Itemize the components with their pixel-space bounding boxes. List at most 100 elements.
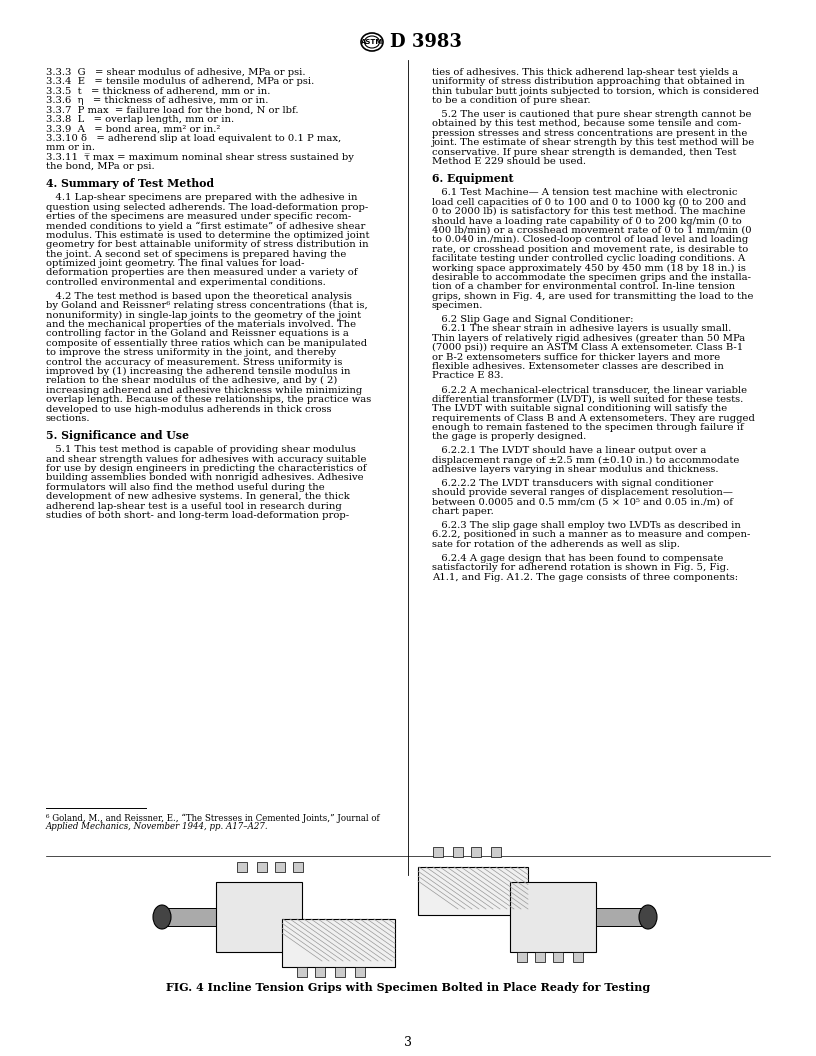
Text: ⁶ Goland, M., and Reissner, E., “The Stresses in Cemented Joints,” Journal of: ⁶ Goland, M., and Reissner, E., “The Str… bbox=[46, 814, 379, 824]
Text: 4.1 Lap-shear specimens are prepared with the adhesive in: 4.1 Lap-shear specimens are prepared wit… bbox=[46, 193, 357, 202]
Bar bbox=[510, 882, 596, 953]
Bar bbox=[355, 967, 365, 977]
Text: composite of essentially three ratios which can be manipulated: composite of essentially three ratios wh… bbox=[46, 339, 367, 347]
Text: the gage is properly designed.: the gage is properly designed. bbox=[432, 432, 586, 441]
Text: improved by (1) increasing the adherend tensile modulus in: improved by (1) increasing the adherend … bbox=[46, 366, 351, 376]
Text: Practice E 83.: Practice E 83. bbox=[432, 372, 503, 380]
Text: nonuniformity) in single-lap joints to the geometry of the joint: nonuniformity) in single-lap joints to t… bbox=[46, 310, 361, 320]
Text: satisfactorily for adherend rotation is shown in Fig. 5, Fig.: satisfactorily for adherend rotation is … bbox=[432, 563, 730, 572]
Bar bbox=[491, 847, 501, 857]
Text: geometry for best attainable uniformity of stress distribution in: geometry for best attainable uniformity … bbox=[46, 240, 369, 249]
Text: load cell capacities of 0 to 100 and 0 to 1000 kg (0 to 200 and: load cell capacities of 0 to 100 and 0 t… bbox=[432, 197, 747, 207]
Text: modulus. This estimate is used to determine the optimized joint: modulus. This estimate is used to determ… bbox=[46, 231, 370, 240]
Text: chart paper.: chart paper. bbox=[432, 507, 494, 516]
Text: uniformity of stress distribution approaching that obtained in: uniformity of stress distribution approa… bbox=[432, 77, 745, 87]
Text: enough to remain fastened to the specimen through failure if: enough to remain fastened to the specime… bbox=[432, 422, 743, 432]
Text: ASTM: ASTM bbox=[361, 39, 384, 45]
Text: 3.3.7  P max  = failure load for the bond, N or lbf.: 3.3.7 P max = failure load for the bond,… bbox=[46, 106, 299, 115]
Text: specimen.: specimen. bbox=[432, 301, 483, 310]
Text: sate for rotation of the adherends as well as slip.: sate for rotation of the adherends as we… bbox=[432, 540, 680, 549]
Text: Applied Mechanics, November 1944, pp. A17–A27.: Applied Mechanics, November 1944, pp. A1… bbox=[46, 822, 268, 831]
Text: 3.3.4  E   = tensile modulus of adherend, MPa or psi.: 3.3.4 E = tensile modulus of adherend, M… bbox=[46, 77, 314, 87]
Text: development of new adhesive systems. In general, the thick: development of new adhesive systems. In … bbox=[46, 492, 350, 502]
Text: 4.2 The test method is based upon the theoretical analysis: 4.2 The test method is based upon the th… bbox=[46, 291, 352, 301]
Text: 6. Equipment: 6. Equipment bbox=[432, 173, 513, 184]
Text: 3.3.10 δ   = adherend slip at load equivalent to 0.1 P max,: 3.3.10 δ = adherend slip at load equival… bbox=[46, 134, 341, 143]
Text: 6.2.4 A gage design that has been found to compensate: 6.2.4 A gage design that has been found … bbox=[432, 553, 723, 563]
Text: erties of the specimens are measured under specific recom-: erties of the specimens are measured und… bbox=[46, 212, 351, 221]
Text: 3: 3 bbox=[404, 1036, 412, 1049]
Bar bbox=[453, 847, 463, 857]
Text: formulators will also find the method useful during the: formulators will also find the method us… bbox=[46, 483, 325, 492]
Bar bbox=[216, 882, 302, 953]
Text: should have a loading rate capability of 0 to 200 kg/min (0 to: should have a loading rate capability of… bbox=[432, 216, 742, 226]
Text: differential transformer (LVDT), is well suited for these tests.: differential transformer (LVDT), is well… bbox=[432, 395, 743, 403]
Text: overlap length. Because of these relationships, the practice was: overlap length. Because of these relatio… bbox=[46, 395, 371, 404]
Text: the joint. A second set of specimens is prepared having the: the joint. A second set of specimens is … bbox=[46, 249, 346, 259]
Text: 3.3.6  η   = thickness of adhesive, mm or in.: 3.3.6 η = thickness of adhesive, mm or i… bbox=[46, 96, 268, 106]
Text: building assemblies bonded with nonrigid adhesives. Adhesive: building assemblies bonded with nonrigid… bbox=[46, 473, 364, 483]
Text: by Goland and Reissner⁶ relating stress concentrations (that is,: by Goland and Reissner⁶ relating stress … bbox=[46, 301, 368, 310]
Text: control the accuracy of measurement. Stress uniformity is: control the accuracy of measurement. Str… bbox=[46, 358, 343, 366]
Text: 6.2.1 The shear strain in adhesive layers is usually small.: 6.2.1 The shear strain in adhesive layer… bbox=[432, 324, 731, 334]
Text: mended conditions to yield a “first estimate” of adhesive shear: mended conditions to yield a “first esti… bbox=[46, 222, 366, 231]
Text: adhesive layers varying in shear modulus and thickness.: adhesive layers varying in shear modulus… bbox=[432, 465, 719, 474]
Text: grips, shown in Fig. 4, are used for transmitting the load to the: grips, shown in Fig. 4, are used for tra… bbox=[432, 291, 753, 301]
Text: 6.2.3 The slip gage shall employ two LVDTs as described in: 6.2.3 The slip gage shall employ two LVD… bbox=[432, 521, 741, 530]
Text: relation to the shear modulus of the adhesive, and by ( 2): relation to the shear modulus of the adh… bbox=[46, 376, 337, 385]
Bar bbox=[162, 908, 216, 926]
Text: thin tubular butt joints subjected to torsion, which is considered: thin tubular butt joints subjected to to… bbox=[432, 87, 759, 96]
Text: FIG. 4 Incline Tension Grips with Specimen Bolted in Place Ready for Testing: FIG. 4 Incline Tension Grips with Specim… bbox=[166, 982, 650, 993]
Text: 6.2.2 A mechanical-electrical transducer, the linear variable: 6.2.2 A mechanical-electrical transducer… bbox=[432, 385, 747, 394]
Text: to be a condition of pure shear.: to be a condition of pure shear. bbox=[432, 96, 591, 106]
Text: should provide several ranges of displacement resolution—: should provide several ranges of displac… bbox=[432, 488, 733, 497]
Bar bbox=[553, 953, 563, 962]
Text: 3.3.5  t   = thickness of adherend, mm or in.: 3.3.5 t = thickness of adherend, mm or i… bbox=[46, 87, 270, 96]
Text: desirable to accommodate the specimen grips and the installa-: desirable to accommodate the specimen gr… bbox=[432, 272, 751, 282]
Text: between 0.0005 and 0.5 mm/cm (5 × 10⁵ and 0.05 in./m) of: between 0.0005 and 0.5 mm/cm (5 × 10⁵ an… bbox=[432, 497, 733, 507]
Bar bbox=[293, 862, 303, 872]
Text: displacement range of ±2.5 mm (±0.10 in.) to accommodate: displacement range of ±2.5 mm (±0.10 in.… bbox=[432, 455, 739, 465]
Text: flexible adhesives. Extensometer classes are described in: flexible adhesives. Extensometer classes… bbox=[432, 362, 724, 371]
Text: ties of adhesives. This thick adherend lap-shear test yields a: ties of adhesives. This thick adherend l… bbox=[432, 68, 738, 77]
Text: for use by design engineers in predicting the characteristics of: for use by design engineers in predictin… bbox=[46, 464, 366, 473]
Text: 3.3.11  τ̅ max = maximum nominal shear stress sustained by: 3.3.11 τ̅ max = maximum nominal shear st… bbox=[46, 153, 354, 162]
Bar bbox=[335, 967, 345, 977]
Bar bbox=[282, 919, 395, 967]
Text: The LVDT with suitable signal conditioning will satisfy the: The LVDT with suitable signal conditioni… bbox=[432, 404, 727, 413]
Text: 3.3.9  A   = bond area, mm² or in.²: 3.3.9 A = bond area, mm² or in.² bbox=[46, 125, 220, 133]
Bar bbox=[573, 953, 583, 962]
Text: to improve the stress uniformity in the joint, and thereby: to improve the stress uniformity in the … bbox=[46, 348, 336, 357]
Bar bbox=[237, 862, 247, 872]
Text: 6.2 Slip Gage and Signal Conditioner:: 6.2 Slip Gage and Signal Conditioner: bbox=[432, 315, 633, 324]
Text: conservative. If pure shear strength is demanded, then Test: conservative. If pure shear strength is … bbox=[432, 148, 736, 156]
Text: 5.2 The user is cautioned that pure shear strength cannot be: 5.2 The user is cautioned that pure shea… bbox=[432, 110, 752, 119]
Bar bbox=[517, 953, 527, 962]
Bar bbox=[275, 862, 285, 872]
Text: controlling factor in the Goland and Reissner equations is a: controlling factor in the Goland and Rei… bbox=[46, 329, 349, 338]
Bar bbox=[433, 847, 443, 857]
Text: 6.2.2.1 The LVDT should have a linear output over a: 6.2.2.1 The LVDT should have a linear ou… bbox=[432, 447, 707, 455]
Ellipse shape bbox=[153, 905, 171, 929]
Text: to 0.040 in./min). Closed-loop control of load level and loading: to 0.040 in./min). Closed-loop control o… bbox=[432, 235, 748, 244]
Text: D 3983: D 3983 bbox=[390, 33, 462, 51]
Text: sections.: sections. bbox=[46, 414, 91, 422]
Text: 0 to 2000 lb) is satisfactory for this test method. The machine: 0 to 2000 lb) is satisfactory for this t… bbox=[432, 207, 746, 216]
Text: pression stresses and stress concentrations are present in the: pression stresses and stress concentrati… bbox=[432, 129, 747, 138]
Text: working space approximately 450 by 450 mm (18 by 18 in.) is: working space approximately 450 by 450 m… bbox=[432, 264, 746, 272]
Text: 6.2.2, positioned in such a manner as to measure and compen-: 6.2.2, positioned in such a manner as to… bbox=[432, 530, 751, 540]
Text: 5.1 This test method is capable of providing shear modulus: 5.1 This test method is capable of provi… bbox=[46, 446, 356, 454]
Ellipse shape bbox=[639, 905, 657, 929]
Text: or B-2 extensometers suffice for thicker layers and more: or B-2 extensometers suffice for thicker… bbox=[432, 353, 721, 361]
Text: 4. Summary of Test Method: 4. Summary of Test Method bbox=[46, 177, 214, 189]
Bar bbox=[282, 919, 395, 967]
Text: developed to use high-modulus adherends in thick cross: developed to use high-modulus adherends … bbox=[46, 404, 331, 414]
Text: joint. The estimate of shear strength by this test method will be: joint. The estimate of shear strength by… bbox=[432, 138, 756, 147]
Text: the bond, MPa or psi.: the bond, MPa or psi. bbox=[46, 162, 154, 171]
Text: increasing adherend and adhesive thickness while minimizing: increasing adherend and adhesive thickne… bbox=[46, 385, 362, 395]
Text: tion of a chamber for environmental control. In-line tension: tion of a chamber for environmental cont… bbox=[432, 282, 735, 291]
Text: rate, or crosshead position and movement rate, is desirable to: rate, or crosshead position and movement… bbox=[432, 245, 748, 253]
Bar bbox=[297, 967, 307, 977]
Text: question using selected adherends. The load-deformation prop-: question using selected adherends. The l… bbox=[46, 203, 368, 211]
Text: mm or in.: mm or in. bbox=[46, 144, 95, 152]
